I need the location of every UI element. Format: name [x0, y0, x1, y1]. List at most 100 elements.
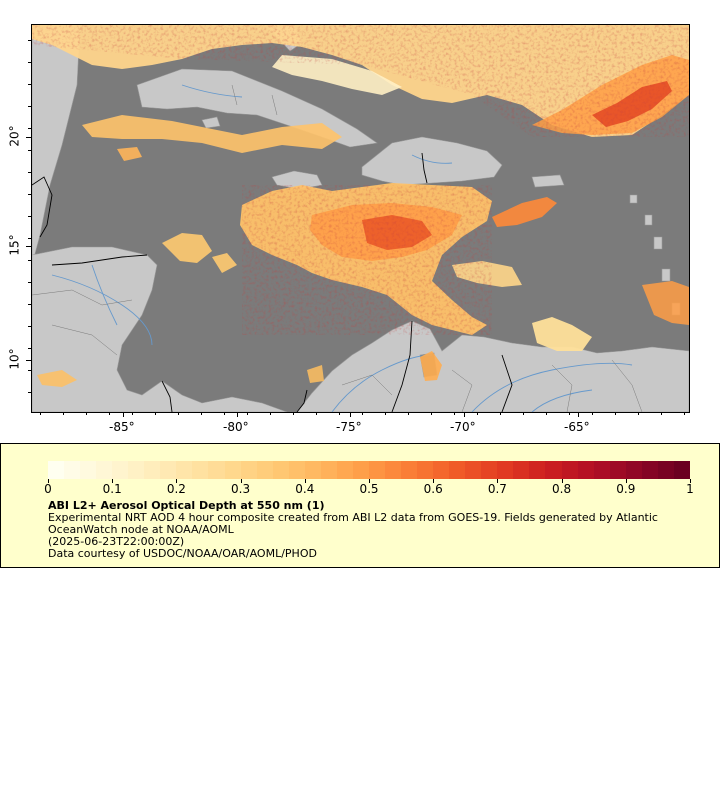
colorbar-swatch [96, 461, 113, 479]
lon-tickmark [578, 412, 579, 417]
colorbar-swatch [384, 461, 402, 479]
lon-minor-tick [385, 412, 386, 415]
lon-tick-label: -80° [223, 420, 249, 434]
lon-minor-tick [477, 412, 478, 415]
lon-minor-tick [155, 412, 156, 415]
lon-minor-tick [247, 412, 248, 415]
lon-tickmark [123, 412, 124, 417]
colorbar-tickmark [240, 479, 242, 483]
colorbar-tickmark [690, 479, 691, 483]
colorbar-tickmark [625, 479, 627, 483]
lon-tickmark [350, 412, 351, 417]
aod-plume-west [162, 233, 237, 273]
lon-minor-tick [132, 412, 133, 415]
aod-map [32, 25, 689, 412]
colorbar-tickmark [433, 479, 435, 483]
lon-minor-tick [362, 412, 363, 415]
lon-minor-tick [454, 412, 455, 415]
colorbar-swatch [272, 461, 289, 479]
lon-minor-tick [63, 412, 64, 415]
colorbar-swatch [657, 461, 674, 479]
colorbar-swatch [48, 461, 65, 479]
admin-borders [32, 84, 643, 412]
colorbar-swatch [417, 461, 434, 479]
rivers [51, 84, 633, 412]
colorbar-swatch [304, 461, 321, 479]
lon-minor-tick [86, 412, 87, 415]
aod-plume-cayman [117, 147, 142, 161]
lon-tick-label: -65° [564, 420, 590, 434]
lon-minor-tick [270, 412, 271, 415]
colorbar-swatch [160, 461, 177, 479]
land-hispaniola [361, 136, 503, 186]
lat-minor-tick [28, 282, 31, 283]
colorbar-swatch [577, 461, 594, 479]
colorbar-tick-label: 0.1 [102, 482, 122, 496]
legend-description: Experimental NRT AOD 4 hour composite cr… [48, 511, 658, 536]
lat-minor-tick [28, 194, 31, 195]
lon-minor-tick [638, 412, 639, 415]
lon-minor-tick [224, 412, 225, 415]
colorbar-tickmark [369, 479, 370, 483]
colorbar-swatch [256, 461, 273, 479]
legend-title: ABI L2+ Aerosol Optical Depth at 550 nm … [48, 499, 325, 512]
land-south-america [296, 320, 689, 412]
colorbar-swatch [224, 461, 241, 479]
colorbar-tick-label: 0.6 [423, 482, 443, 496]
lat-tickmark [26, 246, 31, 247]
lat-minor-tick [28, 370, 31, 371]
lon-minor-tick [661, 412, 662, 415]
colorbar-swatch [112, 461, 129, 479]
colorbar-tickmark [561, 479, 563, 483]
lat-minor-tick [28, 304, 31, 305]
colorbar-swatch [64, 461, 81, 479]
colorbar-swatch [673, 461, 690, 479]
lat-minor-tick [28, 260, 31, 261]
colorbar-swatch [561, 461, 578, 479]
colorbar-swatch [128, 461, 145, 479]
lat-minor-tick [28, 172, 31, 173]
colorbar-swatch [497, 461, 514, 479]
colorbar-swatch [481, 461, 498, 479]
lon-tickmark [237, 412, 238, 417]
lon-minor-tick [615, 412, 616, 415]
colorbar-swatch [288, 461, 305, 479]
land-puerto-rico [531, 174, 565, 188]
colorbar-tick-label: 0 [44, 482, 52, 496]
lat-tick-label: 10° [7, 348, 22, 370]
lon-minor-tick [500, 412, 501, 415]
lon-minor-tick [546, 412, 547, 415]
colorbar-swatch [465, 461, 482, 479]
colorbar-tick-label: 1 [686, 482, 694, 496]
colorbar-tickmark [497, 479, 499, 483]
colorbar-tickmark [176, 479, 178, 483]
aod-plume-southwest [37, 365, 324, 387]
colorbar-swatch [192, 461, 209, 479]
colorbar-tickmark [48, 479, 49, 483]
lon-minor-tick [316, 412, 317, 415]
colorbar-tick-label: 0.2 [166, 482, 186, 496]
lat-tickmark [26, 137, 31, 138]
lon-tick-label: -85° [109, 420, 135, 434]
lon-minor-tick [592, 412, 593, 415]
colorbar-tick-label: 0.9 [616, 482, 636, 496]
colorbar-swatch [368, 461, 385, 479]
lon-minor-tick [109, 412, 110, 415]
aod-plume-north-light [272, 55, 402, 95]
aod-plume-paria [420, 351, 442, 381]
aod-plume-venezuela [532, 317, 592, 351]
lon-minor-tick [339, 412, 340, 415]
lon-minor-tick [293, 412, 294, 415]
colorbar-swatch [401, 461, 418, 479]
lon-tickmark [464, 412, 465, 417]
lon-minor-tick [684, 412, 685, 415]
colorbar-swatch [240, 461, 257, 479]
colorbar-swatch [352, 461, 369, 479]
lat-tick-label: 15° [7, 234, 22, 256]
lat-minor-tick [28, 348, 31, 349]
lon-minor-tick [201, 412, 202, 415]
lat-minor-tick [28, 40, 31, 41]
lon-minor-tick [569, 412, 570, 415]
colorbar-swatch [545, 461, 562, 479]
lon-minor-tick [431, 412, 432, 415]
